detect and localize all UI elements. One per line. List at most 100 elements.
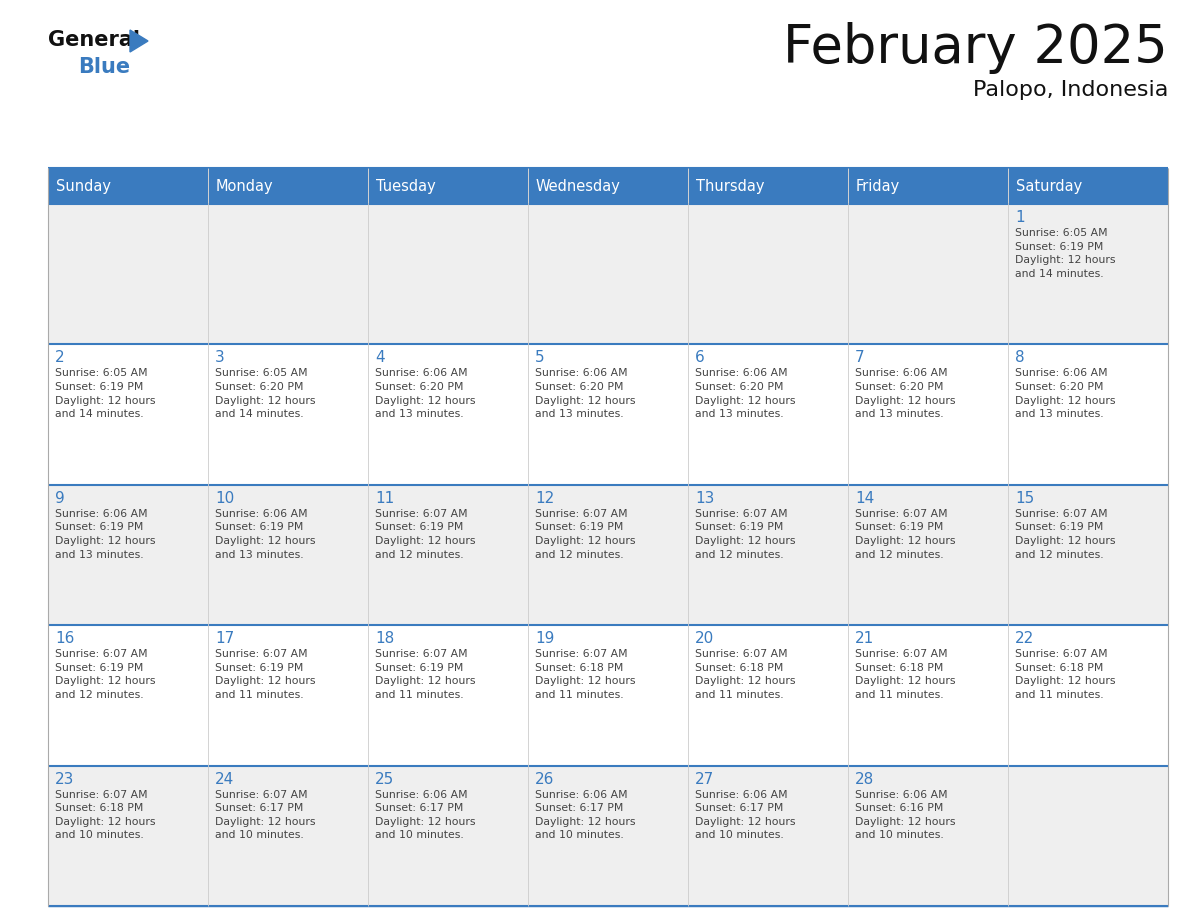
- Text: Blue: Blue: [78, 57, 131, 77]
- Bar: [848, 204, 1007, 344]
- Text: 24: 24: [215, 772, 234, 787]
- Bar: [208, 766, 368, 906]
- Bar: [368, 485, 527, 625]
- Bar: [527, 344, 688, 485]
- Text: Sunrise: 6:07 AM
Sunset: 6:19 PM
Daylight: 12 hours
and 12 minutes.: Sunrise: 6:07 AM Sunset: 6:19 PM Dayligh…: [695, 509, 796, 560]
- Text: Saturday: Saturday: [1016, 178, 1082, 194]
- Text: Sunrise: 6:07 AM
Sunset: 6:19 PM
Daylight: 12 hours
and 12 minutes.: Sunrise: 6:07 AM Sunset: 6:19 PM Dayligh…: [535, 509, 636, 560]
- Bar: [1007, 766, 1168, 906]
- Bar: [688, 168, 848, 204]
- Text: Sunday: Sunday: [56, 178, 110, 194]
- Text: Sunrise: 6:06 AM
Sunset: 6:17 PM
Daylight: 12 hours
and 10 minutes.: Sunrise: 6:06 AM Sunset: 6:17 PM Dayligh…: [535, 789, 636, 840]
- Text: 6: 6: [695, 351, 704, 365]
- Text: Sunrise: 6:05 AM
Sunset: 6:19 PM
Daylight: 12 hours
and 14 minutes.: Sunrise: 6:05 AM Sunset: 6:19 PM Dayligh…: [55, 368, 156, 420]
- Text: Sunrise: 6:07 AM
Sunset: 6:19 PM
Daylight: 12 hours
and 12 minutes.: Sunrise: 6:07 AM Sunset: 6:19 PM Dayligh…: [375, 509, 475, 560]
- Bar: [1007, 168, 1168, 204]
- Bar: [527, 625, 688, 766]
- Text: Sunrise: 6:07 AM
Sunset: 6:18 PM
Daylight: 12 hours
and 11 minutes.: Sunrise: 6:07 AM Sunset: 6:18 PM Dayligh…: [1015, 649, 1116, 700]
- Bar: [527, 168, 688, 204]
- Text: 14: 14: [855, 491, 874, 506]
- Text: 19: 19: [535, 632, 555, 646]
- Text: 20: 20: [695, 632, 714, 646]
- Text: Sunrise: 6:06 AM
Sunset: 6:20 PM
Daylight: 12 hours
and 13 minutes.: Sunrise: 6:06 AM Sunset: 6:20 PM Dayligh…: [535, 368, 636, 420]
- Text: 23: 23: [55, 772, 75, 787]
- Text: Sunrise: 6:07 AM
Sunset: 6:18 PM
Daylight: 12 hours
and 10 minutes.: Sunrise: 6:07 AM Sunset: 6:18 PM Dayligh…: [55, 789, 156, 840]
- Text: Sunrise: 6:06 AM
Sunset: 6:16 PM
Daylight: 12 hours
and 10 minutes.: Sunrise: 6:06 AM Sunset: 6:16 PM Dayligh…: [855, 789, 955, 840]
- Text: 8: 8: [1015, 351, 1024, 365]
- Text: Sunrise: 6:06 AM
Sunset: 6:20 PM
Daylight: 12 hours
and 13 minutes.: Sunrise: 6:06 AM Sunset: 6:20 PM Dayligh…: [375, 368, 475, 420]
- Bar: [527, 204, 688, 344]
- Bar: [688, 344, 848, 485]
- Text: 17: 17: [215, 632, 234, 646]
- Text: 18: 18: [375, 632, 394, 646]
- Bar: [368, 204, 527, 344]
- Bar: [688, 625, 848, 766]
- Text: Sunrise: 6:06 AM
Sunset: 6:17 PM
Daylight: 12 hours
and 10 minutes.: Sunrise: 6:06 AM Sunset: 6:17 PM Dayligh…: [695, 789, 796, 840]
- Bar: [208, 485, 368, 625]
- Bar: [208, 625, 368, 766]
- Text: 9: 9: [55, 491, 65, 506]
- Text: 11: 11: [375, 491, 394, 506]
- Text: Sunrise: 6:06 AM
Sunset: 6:19 PM
Daylight: 12 hours
and 13 minutes.: Sunrise: 6:06 AM Sunset: 6:19 PM Dayligh…: [55, 509, 156, 560]
- Bar: [48, 766, 208, 906]
- Bar: [368, 344, 527, 485]
- Bar: [48, 204, 208, 344]
- Text: Sunrise: 6:07 AM
Sunset: 6:18 PM
Daylight: 12 hours
and 11 minutes.: Sunrise: 6:07 AM Sunset: 6:18 PM Dayligh…: [535, 649, 636, 700]
- Text: Sunrise: 6:05 AM
Sunset: 6:20 PM
Daylight: 12 hours
and 14 minutes.: Sunrise: 6:05 AM Sunset: 6:20 PM Dayligh…: [215, 368, 316, 420]
- Bar: [1007, 485, 1168, 625]
- Text: 13: 13: [695, 491, 714, 506]
- Text: 10: 10: [215, 491, 234, 506]
- Text: 2: 2: [55, 351, 64, 365]
- Text: Sunrise: 6:05 AM
Sunset: 6:19 PM
Daylight: 12 hours
and 14 minutes.: Sunrise: 6:05 AM Sunset: 6:19 PM Dayligh…: [1015, 228, 1116, 279]
- Text: 21: 21: [855, 632, 874, 646]
- Bar: [1007, 204, 1168, 344]
- Text: Sunrise: 6:07 AM
Sunset: 6:17 PM
Daylight: 12 hours
and 10 minutes.: Sunrise: 6:07 AM Sunset: 6:17 PM Dayligh…: [215, 789, 316, 840]
- Bar: [848, 485, 1007, 625]
- Text: 27: 27: [695, 772, 714, 787]
- Bar: [48, 168, 208, 204]
- Bar: [527, 766, 688, 906]
- Text: Wednesday: Wednesday: [536, 178, 621, 194]
- Text: Sunrise: 6:07 AM
Sunset: 6:19 PM
Daylight: 12 hours
and 12 minutes.: Sunrise: 6:07 AM Sunset: 6:19 PM Dayligh…: [55, 649, 156, 700]
- Text: Thursday: Thursday: [696, 178, 765, 194]
- Text: 25: 25: [375, 772, 394, 787]
- Text: 26: 26: [535, 772, 555, 787]
- Text: Sunrise: 6:06 AM
Sunset: 6:19 PM
Daylight: 12 hours
and 13 minutes.: Sunrise: 6:06 AM Sunset: 6:19 PM Dayligh…: [215, 509, 316, 560]
- Text: Sunrise: 6:07 AM
Sunset: 6:18 PM
Daylight: 12 hours
and 11 minutes.: Sunrise: 6:07 AM Sunset: 6:18 PM Dayligh…: [695, 649, 796, 700]
- Text: Sunrise: 6:07 AM
Sunset: 6:19 PM
Daylight: 12 hours
and 11 minutes.: Sunrise: 6:07 AM Sunset: 6:19 PM Dayligh…: [375, 649, 475, 700]
- Text: Sunrise: 6:07 AM
Sunset: 6:19 PM
Daylight: 12 hours
and 11 minutes.: Sunrise: 6:07 AM Sunset: 6:19 PM Dayligh…: [215, 649, 316, 700]
- Bar: [208, 344, 368, 485]
- Text: Sunrise: 6:06 AM
Sunset: 6:20 PM
Daylight: 12 hours
and 13 minutes.: Sunrise: 6:06 AM Sunset: 6:20 PM Dayligh…: [695, 368, 796, 420]
- Text: 1: 1: [1015, 210, 1024, 225]
- Text: 7: 7: [855, 351, 865, 365]
- Bar: [688, 766, 848, 906]
- Text: 16: 16: [55, 632, 75, 646]
- Bar: [48, 485, 208, 625]
- Bar: [1007, 344, 1168, 485]
- Text: Tuesday: Tuesday: [375, 178, 436, 194]
- Bar: [527, 485, 688, 625]
- Text: Sunrise: 6:06 AM
Sunset: 6:17 PM
Daylight: 12 hours
and 10 minutes.: Sunrise: 6:06 AM Sunset: 6:17 PM Dayligh…: [375, 789, 475, 840]
- Bar: [848, 625, 1007, 766]
- Bar: [48, 344, 208, 485]
- Bar: [368, 625, 527, 766]
- Text: Sunrise: 6:06 AM
Sunset: 6:20 PM
Daylight: 12 hours
and 13 minutes.: Sunrise: 6:06 AM Sunset: 6:20 PM Dayligh…: [855, 368, 955, 420]
- Bar: [208, 168, 368, 204]
- Bar: [848, 344, 1007, 485]
- Text: Sunrise: 6:06 AM
Sunset: 6:20 PM
Daylight: 12 hours
and 13 minutes.: Sunrise: 6:06 AM Sunset: 6:20 PM Dayligh…: [1015, 368, 1116, 420]
- Bar: [368, 168, 527, 204]
- Bar: [848, 766, 1007, 906]
- Text: Sunrise: 6:07 AM
Sunset: 6:18 PM
Daylight: 12 hours
and 11 minutes.: Sunrise: 6:07 AM Sunset: 6:18 PM Dayligh…: [855, 649, 955, 700]
- Text: Sunrise: 6:07 AM
Sunset: 6:19 PM
Daylight: 12 hours
and 12 minutes.: Sunrise: 6:07 AM Sunset: 6:19 PM Dayligh…: [1015, 509, 1116, 560]
- Text: Monday: Monday: [216, 178, 273, 194]
- Bar: [48, 625, 208, 766]
- Text: 15: 15: [1015, 491, 1035, 506]
- Text: Palopo, Indonesia: Palopo, Indonesia: [973, 80, 1168, 100]
- Text: 12: 12: [535, 491, 555, 506]
- Bar: [208, 204, 368, 344]
- Text: Friday: Friday: [857, 178, 901, 194]
- Text: 3: 3: [215, 351, 225, 365]
- Text: 22: 22: [1015, 632, 1035, 646]
- Text: 4: 4: [375, 351, 385, 365]
- Text: 28: 28: [855, 772, 874, 787]
